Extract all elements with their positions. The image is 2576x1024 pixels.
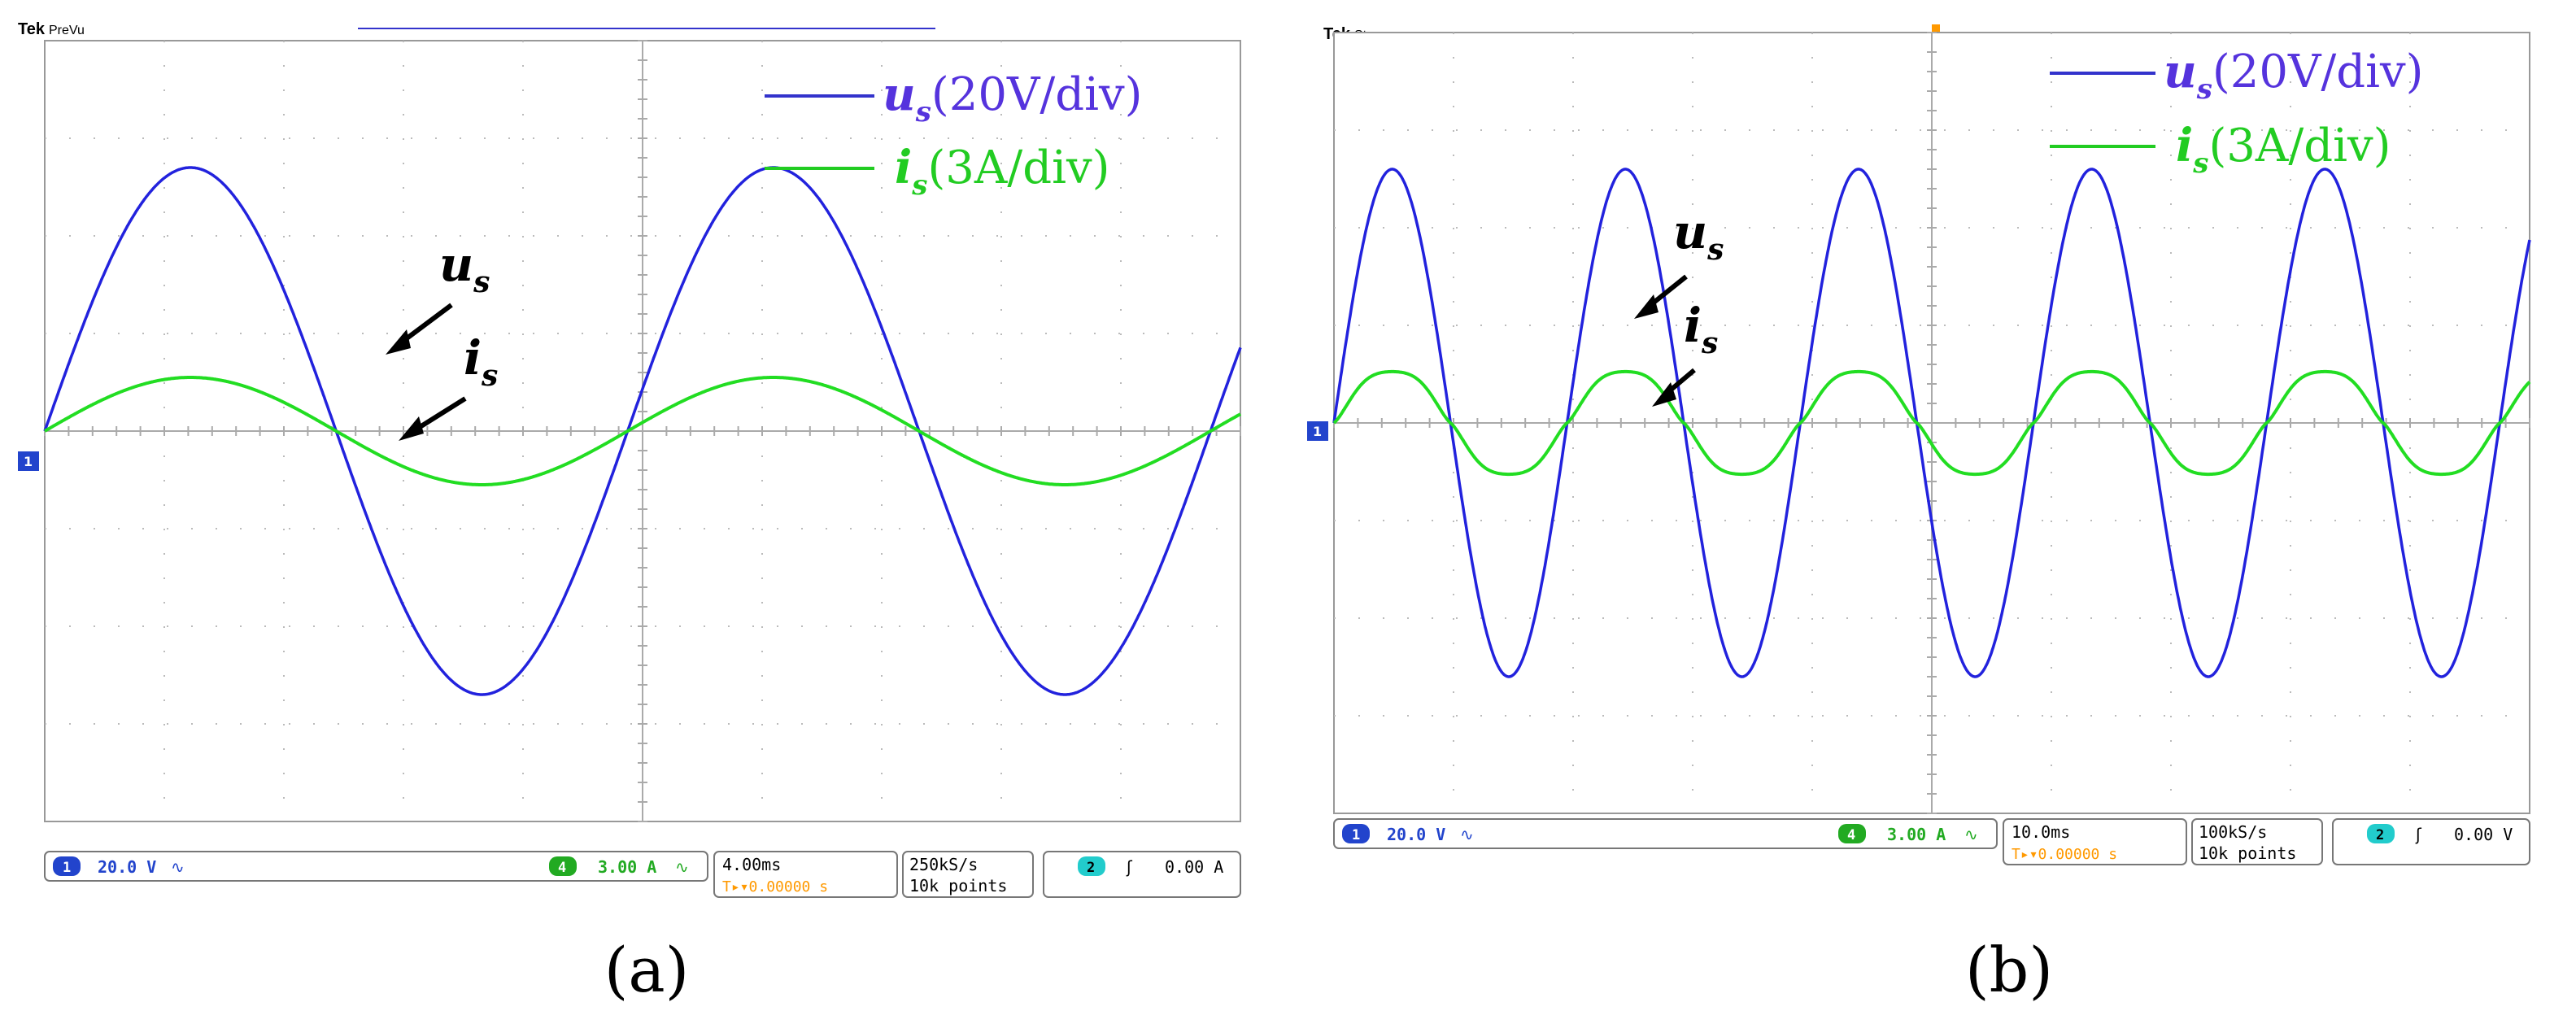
trigger-position: T▸▾0.00000 s: [722, 878, 828, 895]
annotation-is: is: [399, 330, 498, 441]
scope-panel-b: Tek Stop T 1 us(20V/div) is(3A/div) us i…: [1305, 0, 2576, 1024]
ch4-badge: [549, 856, 577, 876]
graticule-grid: [1333, 32, 2530, 814]
svg-text:is: is: [464, 330, 498, 393]
timebase: 4.00ms: [722, 855, 781, 874]
ch4-scale: 3.00 A: [598, 857, 656, 877]
legend-is-label: is(3A/div): [2176, 119, 2391, 180]
brand-label: Tek: [18, 20, 46, 38]
ch1-badge: [53, 856, 81, 876]
svg-text:4: 4: [1847, 827, 1855, 843]
oscilloscope-b: Tek Stop T 1 us(20V/div) is(3A/div) us i…: [1307, 24, 2531, 865]
svg-text:is: is: [1684, 298, 1718, 360]
legend-us-label: us(20V/div): [2164, 45, 2424, 106]
ground-marker: 1: [18, 451, 39, 471]
status-bar: 1 20.0 V ∿ 4 3.00 A ∿ 10.0ms T▸▾0.00000 …: [1333, 818, 2530, 865]
sample-rate: 100kS/s: [2199, 822, 2267, 842]
svg-text:1: 1: [1313, 424, 1322, 439]
oscilloscope-a: Tek PreVu T 1 us(20V/div) is(3A/div) us …: [18, 20, 1242, 898]
ch4-badge: [1838, 824, 1866, 843]
svg-text:2: 2: [2376, 827, 2384, 843]
panel-caption: (b): [1965, 934, 2053, 1006]
record-length: 10k points: [909, 876, 1007, 895]
legend: us(20V/div) is(3A/div): [2050, 45, 2424, 180]
svg-text:us: us: [439, 237, 490, 299]
ground-marker: 1: [1307, 421, 1328, 441]
ch1-scale: 20.0 V: [98, 857, 156, 877]
sample-rate: 250kS/s: [909, 855, 978, 874]
annotation-is: is: [1652, 298, 1718, 407]
current-trace-is: [43, 376, 1242, 486]
traces: [43, 166, 1242, 696]
mode-label: PreVu: [49, 24, 85, 37]
trigger-channel-badge: [1078, 856, 1105, 876]
scope-panel-a: Tek PreVu T 1 us(20V/div) is(3A/div) us …: [0, 0, 1285, 1024]
graticule-grid: [44, 40, 1241, 822]
record-length: 10k points: [2199, 843, 2296, 863]
ch4-coupling: ∿: [675, 857, 689, 877]
svg-text:us: us: [1673, 204, 1724, 267]
timebase: 10.0ms: [2012, 822, 2070, 842]
trigger-slope: ʃ: [1126, 857, 1133, 877]
annotation-us: us: [1634, 204, 1724, 319]
traces: [1332, 168, 2531, 678]
svg-text:1: 1: [63, 860, 71, 876]
svg-text:1: 1: [1352, 827, 1360, 843]
status-bar: 1 20.0 V ∿ 4 3.00 A ∿ 4.00ms T▸▾0.00000 …: [44, 851, 1241, 898]
trigger-channel-badge: [2367, 824, 2395, 843]
current-trace-is: [1332, 369, 2531, 477]
ch1-coupling: ∿: [171, 857, 185, 877]
trigger-slope: ʃ: [2415, 825, 2422, 844]
ch4-coupling: ∿: [1964, 825, 1978, 844]
svg-text:4: 4: [558, 860, 566, 876]
trigger-level: 0.00 A: [1165, 857, 1223, 877]
legend-is-label: is(3A/div): [895, 141, 1109, 202]
ch1-coupling: ∿: [1460, 825, 1474, 844]
trigger-position: T▸▾0.00000 s: [2012, 846, 2117, 863]
legend-us-label: us(20V/div): [883, 68, 1143, 129]
voltage-trace-us: [1332, 168, 2531, 678]
annotation-us: us: [386, 237, 490, 355]
panel-caption: (a): [604, 934, 690, 1006]
legend: us(20V/div) is(3A/div): [765, 68, 1143, 202]
svg-text:2: 2: [1087, 860, 1095, 876]
ch4-scale: 3.00 A: [1887, 825, 1946, 844]
voltage-trace-us: [43, 166, 1242, 696]
svg-text:1: 1: [24, 454, 33, 469]
ch1-badge: [1342, 824, 1370, 843]
ch1-scale: 20.0 V: [1387, 825, 1445, 844]
trigger-level: 0.00 V: [2454, 825, 2513, 844]
